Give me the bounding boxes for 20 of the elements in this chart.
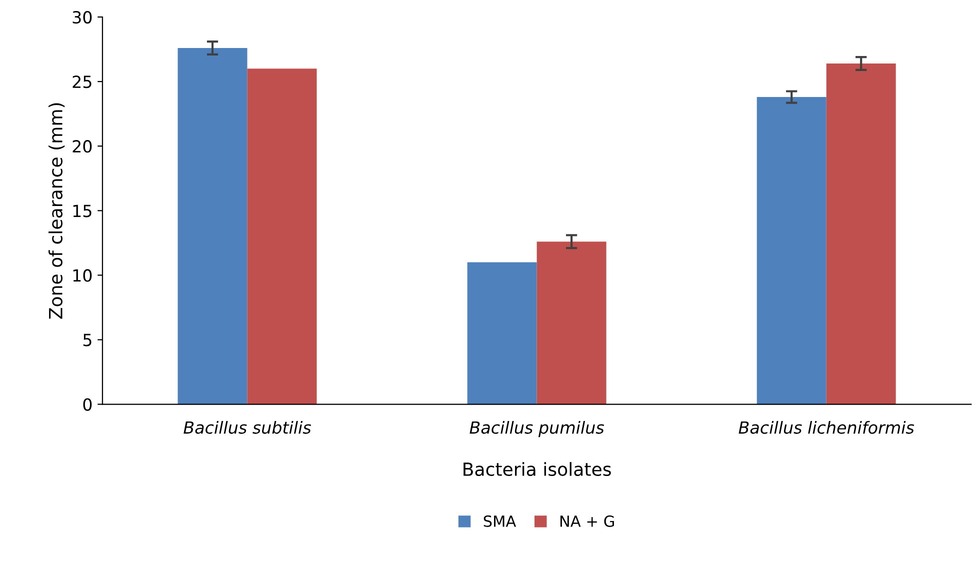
y-tick-label: 15: [73, 204, 92, 218]
y-tick-label: 25: [72, 76, 92, 88]
y-axis-title: Zone of clearance (mm): [48, 103, 65, 319]
bar: [536, 242, 606, 404]
legend-label: SMA: [484, 515, 516, 527]
x-tick-label: Bacillus subtilis: [184, 420, 311, 434]
y-tick-label: 20: [72, 140, 92, 153]
bar: [467, 262, 537, 404]
x-axis-title: Bacteria isolates: [464, 462, 611, 476]
y-tick-label: 0: [83, 398, 92, 411]
y-tick-label: 10: [73, 269, 92, 282]
y-tick-label: 5: [83, 334, 92, 346]
bar: [247, 68, 317, 404]
bar: [178, 48, 248, 404]
bar: [756, 97, 826, 404]
x-tick-label: Bacillus licheniformis: [738, 420, 914, 434]
x-tick-label: Bacillus pumilus: [470, 420, 604, 438]
y-tick-label: 30: [72, 10, 92, 24]
bar: [826, 63, 896, 404]
legend-label: NA + G: [560, 515, 614, 527]
